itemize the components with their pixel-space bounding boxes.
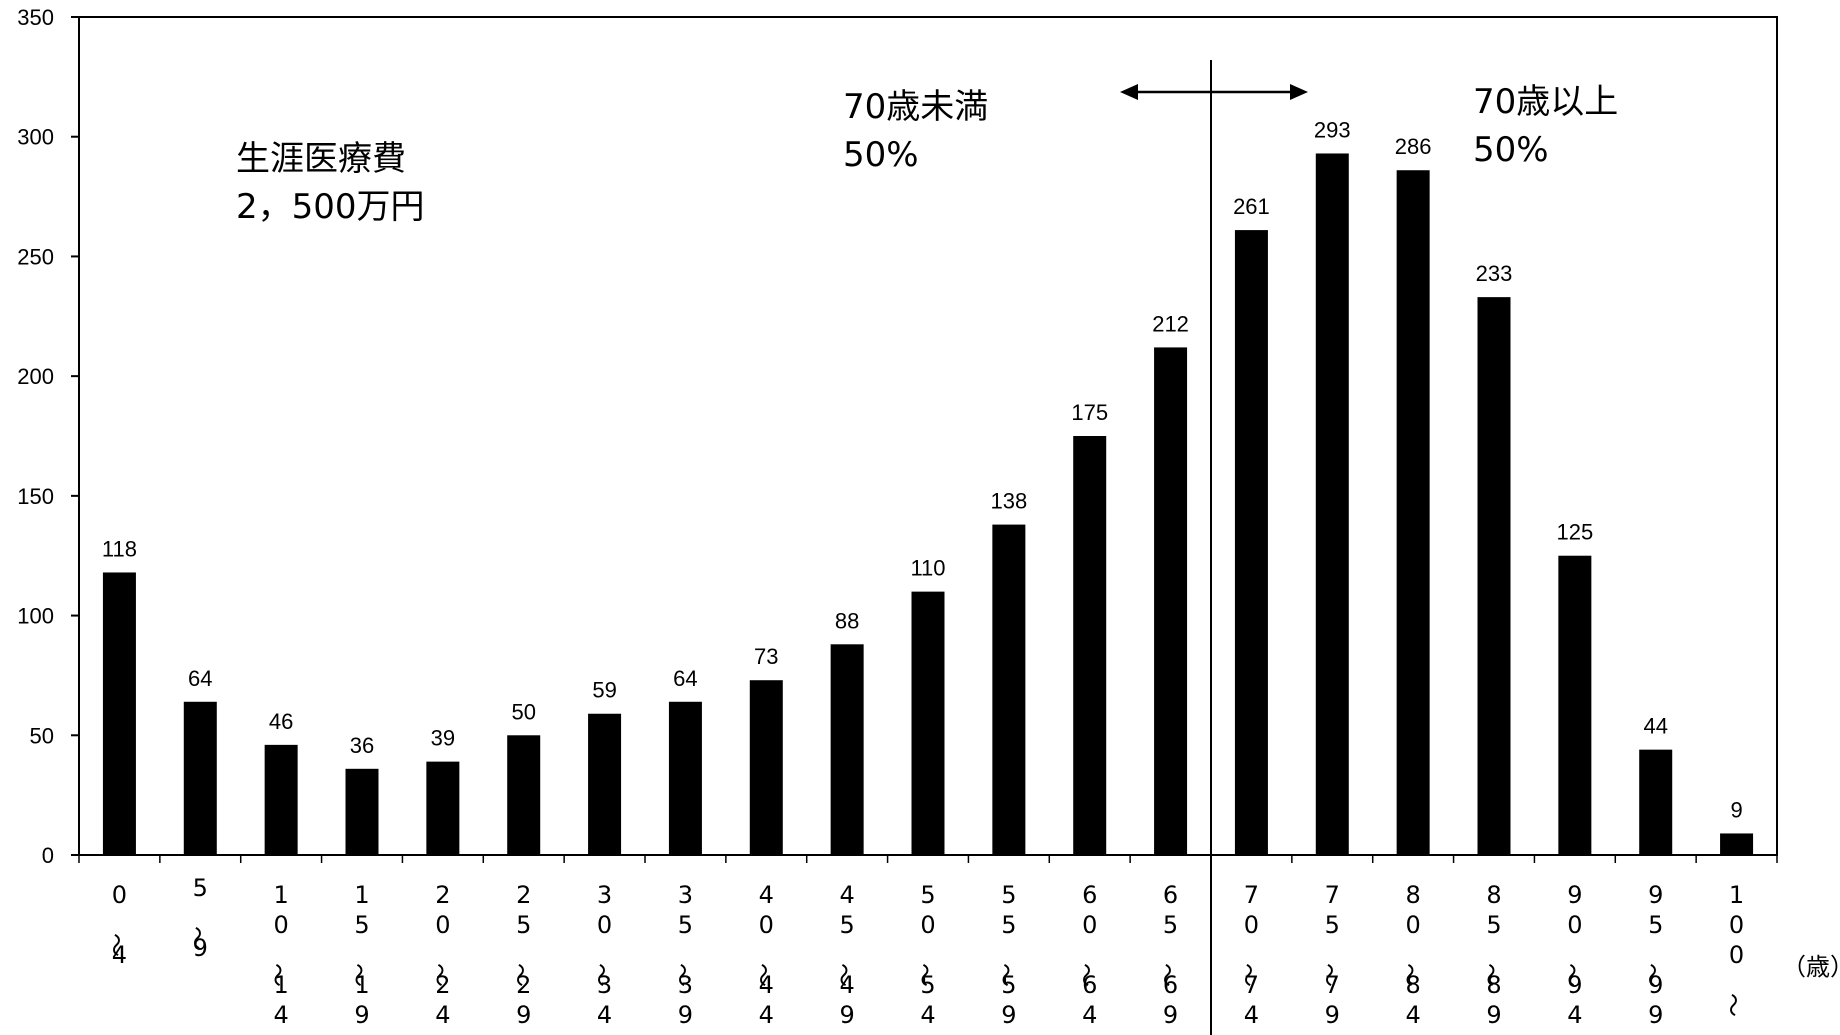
bar xyxy=(264,744,298,855)
data-label: 44 xyxy=(1643,714,1667,739)
data-label: 64 xyxy=(673,666,697,691)
bar xyxy=(1154,347,1188,855)
category-label: 2 5 〜2 9 xyxy=(506,881,534,1029)
y-tick-label: 0 xyxy=(42,843,54,868)
bar xyxy=(1477,297,1511,855)
lifetime-cost-label: 生涯医療費 xyxy=(236,139,406,179)
data-label: 261 xyxy=(1233,194,1270,219)
data-label: 233 xyxy=(1476,261,1513,286)
bar xyxy=(668,701,702,855)
y-tick-label: 50 xyxy=(30,723,54,748)
y-tick-label: 100 xyxy=(17,604,54,629)
y-tick-label: 350 xyxy=(17,5,54,30)
over-70-share: 50% xyxy=(1473,130,1549,170)
bar xyxy=(1234,230,1268,855)
category-label: 5 〜9 xyxy=(182,874,210,962)
category-label: 0 〜4 xyxy=(101,881,129,969)
bar xyxy=(1073,436,1107,855)
bar xyxy=(426,761,460,855)
category-label: 5 5 〜5 9 xyxy=(991,881,1019,1029)
data-label: 39 xyxy=(431,726,455,751)
category-label: 9 5 〜9 9 xyxy=(1638,881,1666,1029)
data-label: 125 xyxy=(1556,520,1593,545)
category-label: 1 0 0 〜 xyxy=(1719,881,1747,1017)
category-label: 8 0 〜8 4 xyxy=(1395,881,1423,1029)
data-label: 50 xyxy=(511,699,535,724)
data-label: 88 xyxy=(835,608,859,633)
data-label: 9 xyxy=(1730,797,1742,822)
bar xyxy=(1720,833,1754,855)
bar xyxy=(345,768,379,855)
lifetime-cost-value: 2，500万円 xyxy=(236,187,425,227)
data-label: 46 xyxy=(269,709,293,734)
category-label: 2 0 〜2 4 xyxy=(425,881,453,1029)
data-label: 64 xyxy=(188,666,212,691)
data-label: 73 xyxy=(754,644,778,669)
category-label: 3 5 〜3 9 xyxy=(667,881,695,1029)
y-tick-label: 200 xyxy=(17,364,54,389)
bar xyxy=(992,524,1026,855)
category-labels: 0 〜4 5 〜9 1 0 〜1 4 1 5 〜1 9 2 0 〜2 4 2 5 〜2 9 3 0 〜3 4 3 5 〜3 9 4 0 〜4… xyxy=(101,874,1746,1029)
bar xyxy=(102,572,136,855)
category-label: 1 5 〜1 9 xyxy=(344,881,372,1029)
data-label: 110 xyxy=(910,556,945,581)
category-label: 9 0 〜9 4 xyxy=(1557,881,1585,1029)
y-tick-label: 300 xyxy=(17,125,54,150)
bar xyxy=(183,701,217,855)
category-label: 5 0 〜5 4 xyxy=(910,881,938,1029)
data-label: 212 xyxy=(1152,311,1189,336)
y-tick-label: 250 xyxy=(17,244,54,269)
under-70-share: 50% xyxy=(843,135,919,175)
over-70-label: 70歳以上 xyxy=(1473,82,1618,122)
data-label: 293 xyxy=(1314,117,1351,142)
category-label: 6 5 〜6 9 xyxy=(1153,881,1181,1029)
bar xyxy=(749,680,783,855)
category-label: 4 5 〜4 9 xyxy=(829,881,857,1029)
data-labels: 118 64 46 36 39 50 59 64 73 88 110 138 175 212 261 293 2… xyxy=(102,117,1743,822)
bar xyxy=(1396,170,1430,856)
bar xyxy=(588,713,622,855)
y-tick-label: 150 xyxy=(17,484,54,509)
data-label: 175 xyxy=(1071,400,1108,425)
category-label: 3 0 〜3 4 xyxy=(587,881,615,1029)
category-label: 7 0 〜7 4 xyxy=(1233,881,1261,1029)
bar xyxy=(1639,749,1673,855)
bar xyxy=(507,735,541,855)
category-label: 7 5 〜7 9 xyxy=(1314,881,1342,1029)
data-label: 36 xyxy=(350,733,374,758)
bar xyxy=(1558,555,1592,855)
category-label: 8 5 〜8 9 xyxy=(1476,881,1504,1029)
bar xyxy=(830,644,864,855)
double-arrow xyxy=(1120,84,1308,100)
bar xyxy=(911,591,945,855)
data-label: 59 xyxy=(592,678,616,703)
category-label: 4 0 〜4 4 xyxy=(748,881,776,1029)
x-unit-label: （歳） xyxy=(1782,953,1840,981)
data-label: 138 xyxy=(990,489,1027,514)
bar xyxy=(1315,153,1349,855)
data-label: 286 xyxy=(1395,134,1432,159)
category-label: 1 0 〜1 4 xyxy=(263,881,291,1029)
under-70-label: 70歳未満 xyxy=(843,87,988,127)
data-label: 118 xyxy=(102,536,137,561)
category-label: 6 0 〜6 4 xyxy=(1072,881,1100,1029)
bars xyxy=(102,153,1754,856)
